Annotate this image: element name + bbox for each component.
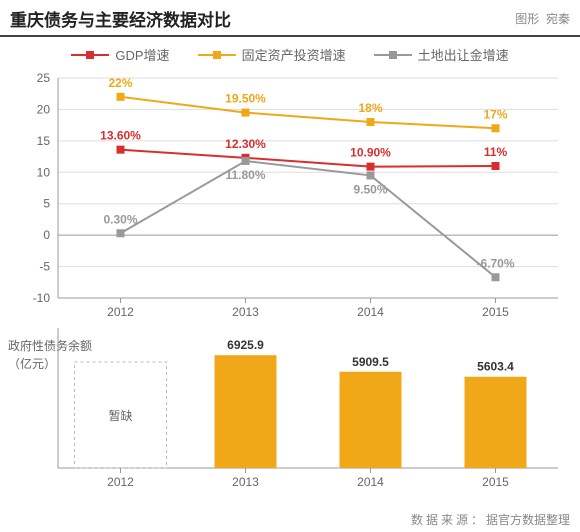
chart-credit: 图形 宛秦 bbox=[515, 10, 570, 27]
footer: 数据来源：据官方数据整理 bbox=[411, 511, 570, 528]
svg-text:政府性债务余额: 政府性债务余额 bbox=[8, 338, 92, 353]
svg-text:10.90%: 10.90% bbox=[350, 146, 391, 160]
svg-text:11.80%: 11.80% bbox=[225, 168, 265, 182]
svg-text:-6.70%: -6.70% bbox=[476, 256, 514, 270]
chart-title: 重庆债务与主要经济数据对比 bbox=[10, 6, 231, 31]
header: 重庆债务与主要经济数据对比 图形 宛秦 bbox=[0, 0, 580, 37]
svg-text:10: 10 bbox=[37, 165, 51, 179]
svg-text:2013: 2013 bbox=[232, 475, 259, 489]
svg-text:17%: 17% bbox=[483, 107, 507, 121]
legend-label: 土地出让金增速 bbox=[418, 45, 509, 64]
svg-text:18%: 18% bbox=[358, 101, 382, 115]
svg-text:2012: 2012 bbox=[107, 475, 134, 489]
svg-text:5: 5 bbox=[43, 197, 50, 211]
legend-label: 固定资产投资增速 bbox=[242, 45, 346, 64]
svg-text:-5: -5 bbox=[39, 260, 50, 274]
svg-text:0: 0 bbox=[43, 228, 50, 242]
svg-text:22%: 22% bbox=[108, 76, 132, 90]
svg-text:12.30%: 12.30% bbox=[225, 137, 266, 151]
svg-text:（亿元）: （亿元） bbox=[8, 356, 56, 371]
legend: GDP增速 固定资产投资增速 土地出让金增速 bbox=[0, 37, 580, 68]
legend-label: GDP增速 bbox=[115, 45, 169, 64]
legend-item: GDP增速 bbox=[71, 45, 169, 64]
svg-text:0.30%: 0.30% bbox=[103, 212, 137, 226]
svg-text:2015: 2015 bbox=[482, 475, 509, 489]
svg-text:-10: -10 bbox=[33, 291, 51, 305]
svg-text:13.60%: 13.60% bbox=[100, 129, 141, 143]
chart-container: 重庆债务与主要经济数据对比 图形 宛秦 GDP增速 固定资产投资增速 土地出让金增速… bbox=[0, 0, 580, 532]
svg-text:20: 20 bbox=[37, 102, 51, 116]
svg-text:2012: 2012 bbox=[107, 305, 134, 319]
svg-text:9.50%: 9.50% bbox=[353, 182, 387, 196]
svg-text:2013: 2013 bbox=[232, 305, 259, 319]
svg-text:6925.9: 6925.9 bbox=[227, 338, 264, 352]
svg-text:暂缺: 暂缺 bbox=[108, 408, 132, 423]
svg-text:2014: 2014 bbox=[357, 475, 384, 489]
legend-item: 土地出让金增速 bbox=[374, 45, 509, 64]
svg-text:19.50%: 19.50% bbox=[225, 92, 266, 106]
bar-chart: 政府性债务余额 （亿元） 2012 暂缺 2013 6925.9 2014 5909.5 201… bbox=[0, 328, 580, 498]
svg-text:25: 25 bbox=[37, 71, 51, 85]
svg-text:5909.5: 5909.5 bbox=[352, 355, 389, 369]
svg-text:15: 15 bbox=[37, 134, 51, 148]
svg-text:2015: 2015 bbox=[482, 305, 509, 319]
line-chart: -10 -5 0 5 10 15 20 25 2012 2013 2014 2015 13.60% 12.… bbox=[0, 68, 580, 328]
svg-text:11%: 11% bbox=[484, 145, 508, 159]
svg-text:5603.4: 5603.4 bbox=[477, 360, 514, 374]
svg-text:2014: 2014 bbox=[357, 305, 384, 319]
legend-item: 固定资产投资增速 bbox=[198, 45, 346, 64]
